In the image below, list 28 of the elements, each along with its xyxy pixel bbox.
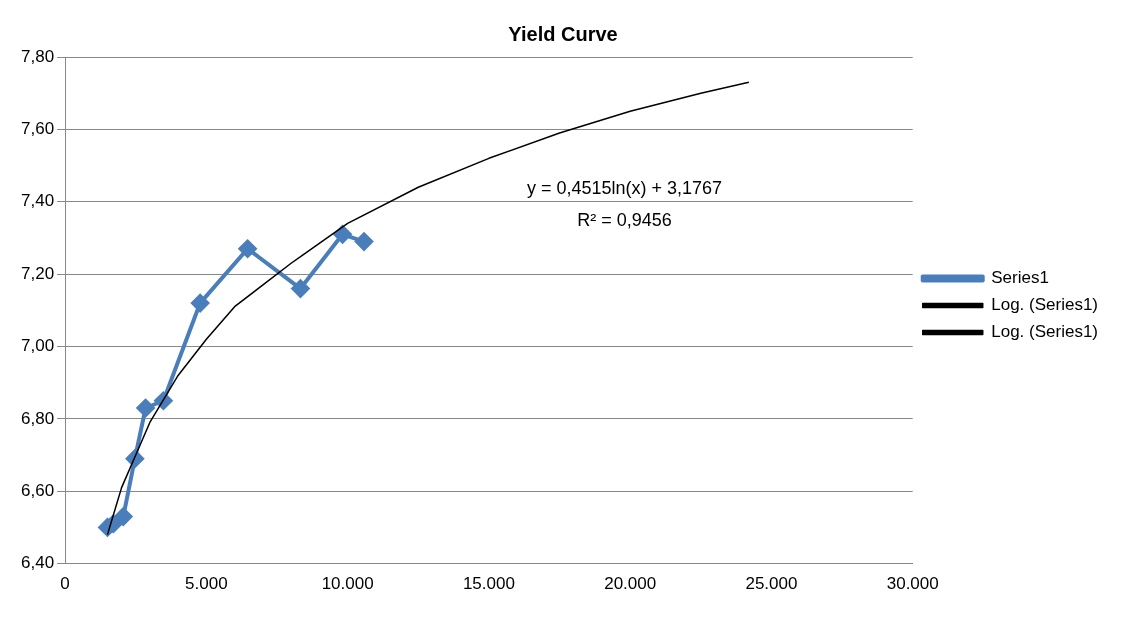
- point: [333, 225, 352, 244]
- y-tick-label: 7,40: [20, 191, 55, 211]
- point: [136, 399, 155, 417]
- y-tick-label: 6,60: [20, 480, 55, 500]
- annotation: y = 0,4515ln(x) + 3,1767: [526, 177, 723, 198]
- y-tick-label: 7,20: [20, 263, 55, 283]
- x-tick-label: 5.000: [185, 574, 228, 594]
- y-tick-label: 7,80: [20, 46, 55, 66]
- x-tick-label: 20.000: [604, 574, 657, 594]
- x-tick-label: 25.000: [745, 574, 798, 594]
- point: [191, 294, 210, 313]
- x-tick-label: 15.000: [462, 574, 515, 594]
- point: [114, 507, 133, 526]
- y-tick-label: 7,60: [20, 119, 55, 139]
- annotation: R² = 0,9456: [577, 209, 672, 230]
- chart-title: Yield Curve: [508, 22, 618, 45]
- x-tick-label: 10.000: [321, 574, 374, 594]
- legend-label: Log. (Series1): [991, 295, 1099, 315]
- x-tick-label: 30.000: [886, 574, 939, 594]
- y-tick-label: 7,00: [20, 336, 55, 356]
- x-tick-label: 0: [60, 574, 70, 594]
- point: [238, 239, 257, 258]
- point: [291, 279, 310, 298]
- y-tick-label: 6,40: [20, 553, 55, 573]
- point: [355, 232, 374, 251]
- legend-label: Series1: [991, 268, 1049, 288]
- legend-label: Log. (Series1): [991, 322, 1099, 342]
- y-tick-label: 6,80: [20, 408, 55, 428]
